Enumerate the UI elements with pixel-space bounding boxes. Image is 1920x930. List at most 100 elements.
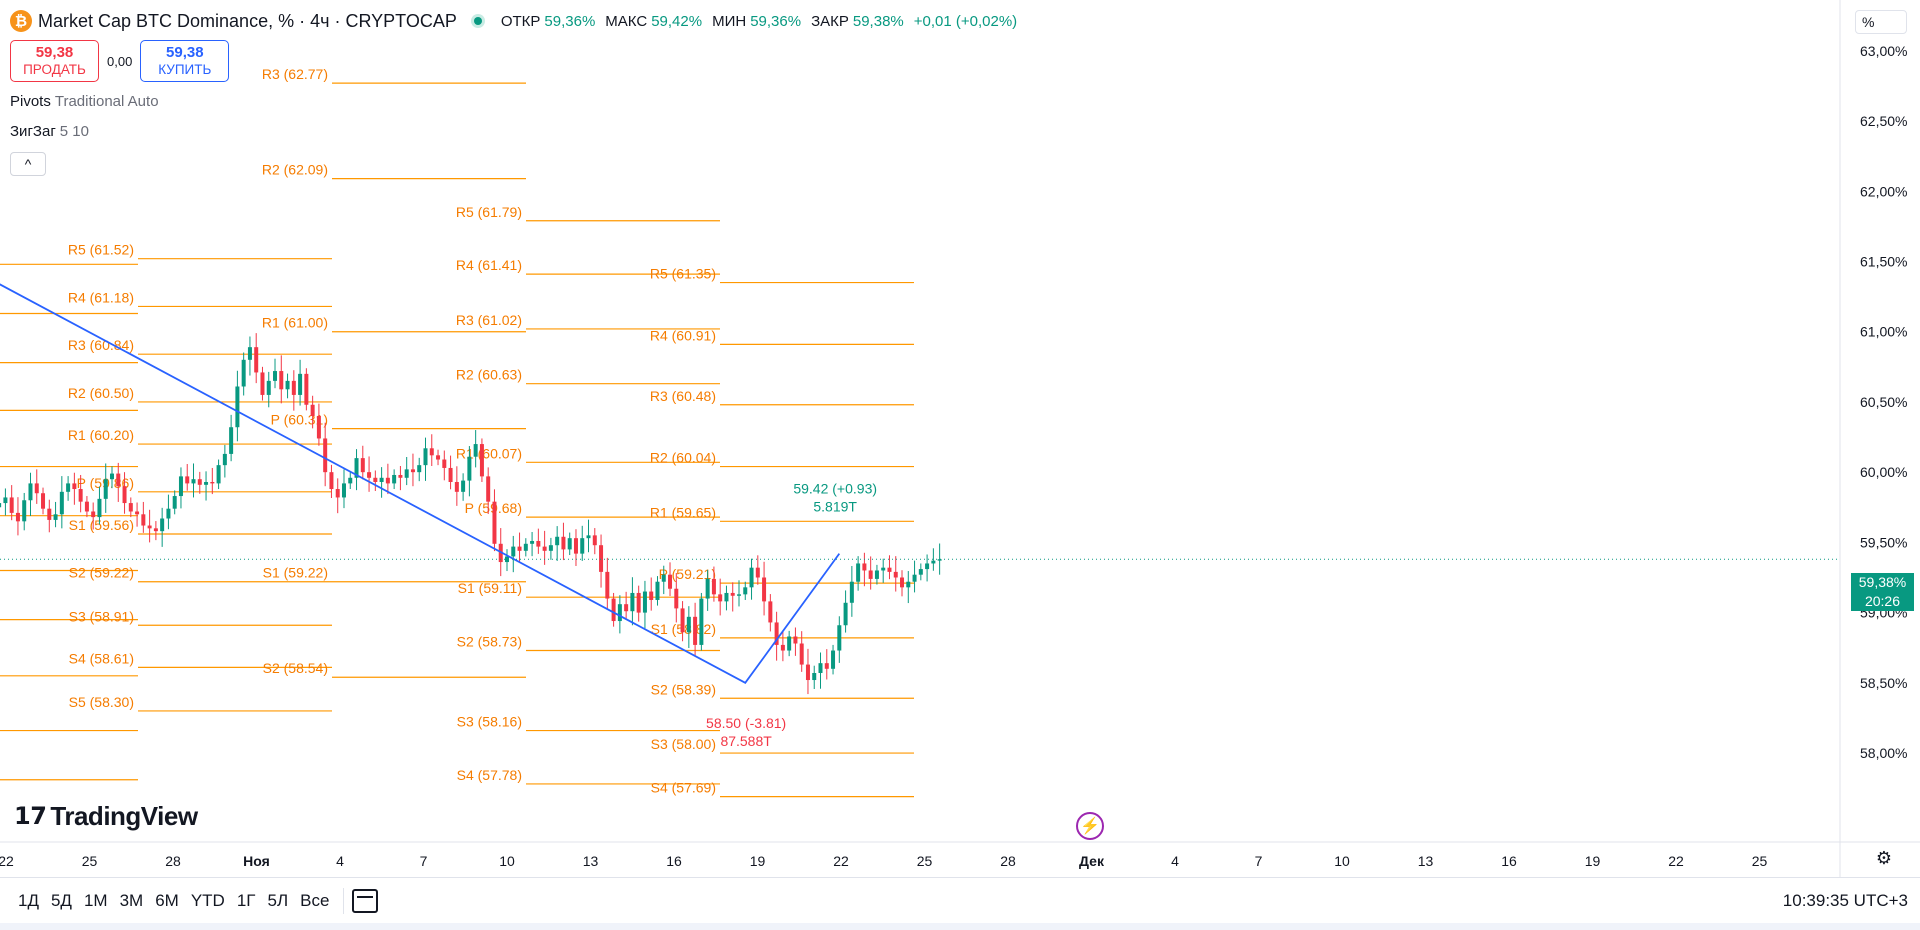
range-3m-button[interactable]: 3М — [119, 890, 144, 910]
candle-body — [473, 444, 478, 457]
candle-body — [461, 480, 466, 492]
candle-body — [235, 386, 240, 428]
ohlc-low-label: МИН — [712, 12, 747, 30]
ohlc-close-value: 59,38% — [852, 12, 904, 30]
candle-body — [454, 481, 459, 492]
sell-label: ПРОДАТЬ — [23, 62, 86, 77]
candle-body — [28, 483, 33, 501]
candle-body — [429, 448, 434, 456]
range-6m-button[interactable]: 6М — [155, 890, 179, 910]
bitcoin-logo-icon: ₿ — [10, 10, 32, 32]
pivot-label: S1 (59.56) — [69, 517, 134, 533]
chevron-up-icon: ^ — [24, 156, 32, 172]
pivot-label: P (59.21) — [659, 566, 716, 582]
candle-body — [109, 473, 114, 480]
candle-body — [222, 453, 227, 466]
x-tick-label: 4 — [336, 853, 344, 869]
market-status-icon[interactable] — [470, 14, 485, 28]
pivot-label: S3 (58.16) — [457, 714, 522, 730]
y-tick-label: 58,50% — [1860, 675, 1907, 691]
candle-body — [724, 592, 729, 602]
price-chart[interactable]: R5 (61.48)R4 (61.13)R3 (60.78)R2 (60.44)… — [0, 0, 1920, 877]
indicator-legend-pivots[interactable]: Pivots Traditional Auto — [10, 93, 159, 110]
candle-body — [166, 508, 171, 519]
tradingview-logo[interactable]: 𝟭𝟳 TradingView — [14, 801, 198, 832]
candle-body — [128, 503, 133, 512]
bar-countdown: 20:26 — [1864, 593, 1901, 609]
pivot-label: S2 (58.73) — [457, 634, 522, 650]
candle-body — [743, 587, 748, 595]
candle-body — [417, 465, 422, 473]
ohlc-change: +0,01 (+0,02%) — [913, 12, 1018, 30]
candle-body — [241, 359, 246, 387]
x-tick-label: 28 — [1000, 853, 1016, 869]
x-tick-label: 25 — [82, 853, 98, 869]
candle-body — [856, 563, 861, 582]
range-1d-button[interactable]: 1Д — [18, 890, 39, 910]
indicator-legend-zigzag[interactable]: ЗигЗаг 5 10 — [10, 123, 89, 140]
percent-scale-toggle[interactable]: % — [1855, 10, 1907, 34]
collapse-legend-button[interactable]: ^ — [10, 152, 46, 176]
indicator-name: ЗигЗаг — [10, 123, 56, 140]
lightning-icon[interactable]: ⚡ — [1076, 812, 1104, 840]
gear-icon[interactable]: ⚙ — [1875, 847, 1893, 868]
symbol-header: ₿ Market Cap BTC Dominance, % · 4ч · CRY… — [10, 9, 1023, 33]
range-5y-button[interactable]: 5Л — [267, 890, 289, 910]
candle-body — [373, 477, 378, 482]
candle-body — [467, 456, 472, 481]
x-tick-label: 25 — [1752, 853, 1768, 869]
tradingview-wordmark: TradingView — [50, 801, 198, 831]
x-tick-label: Дек — [1079, 853, 1105, 869]
footer-strip — [0, 923, 1920, 930]
clock-timezone[interactable]: 10:39:35 UTC+3 — [1782, 890, 1908, 910]
zigzag-high-volume: 5.819T — [813, 499, 857, 515]
sell-price: 59,38 — [35, 44, 74, 61]
pivot-label: R5 (61.52) — [68, 242, 134, 258]
candle-body — [586, 535, 591, 539]
candle-body — [266, 380, 271, 395]
candle-body — [442, 459, 447, 468]
candle-body — [780, 644, 785, 651]
candle-body — [580, 538, 585, 554]
candle-body — [668, 574, 673, 589]
range-5d-button[interactable]: 5Д — [50, 890, 72, 910]
candle-body — [617, 604, 622, 622]
candle-body — [379, 477, 384, 482]
candle-body — [555, 536, 560, 546]
pivot-label: R4 (60.91) — [650, 327, 716, 343]
candle-body — [843, 602, 848, 626]
candle-body — [799, 643, 804, 665]
x-tick-label: 28 — [165, 853, 181, 869]
candle-body — [385, 477, 390, 484]
candle-body — [260, 372, 265, 395]
x-tick-label: 19 — [1585, 853, 1601, 869]
sell-button[interactable]: 59,38 ПРОДАТЬ — [10, 40, 99, 82]
candle-body — [210, 481, 215, 484]
candle-body — [824, 663, 829, 669]
candle-body — [279, 371, 284, 390]
pivot-label: R3 (62.77) — [262, 66, 328, 82]
pivot-label: R3 (60.48) — [650, 388, 716, 404]
zigzag-low-volume: 87.588T — [720, 733, 772, 749]
candle-body — [649, 591, 654, 600]
pivot-label: S2 (58.39) — [651, 681, 716, 697]
candle-body — [141, 514, 146, 526]
symbol-title[interactable]: Market Cap BTC Dominance, % · 4ч · CRYPT… — [38, 10, 457, 31]
x-tick-label: 4 — [1171, 853, 1179, 869]
y-tick-label: 61,00% — [1860, 324, 1907, 340]
candle-body — [630, 592, 635, 612]
candle-body — [185, 476, 190, 484]
candle-body — [705, 578, 710, 599]
candle-body — [787, 636, 792, 651]
buy-button[interactable]: 59,38 КУПИТЬ — [140, 40, 230, 82]
range-1y-button[interactable]: 1Г — [236, 890, 256, 910]
range-ytd-button[interactable]: YTD — [190, 890, 225, 910]
candle-body — [730, 592, 735, 596]
pivot-label: R1 (60.07) — [456, 445, 522, 461]
candle-body — [9, 497, 14, 513]
candle-body — [912, 574, 917, 582]
range-1m-button[interactable]: 1М — [83, 890, 108, 910]
candle-body — [868, 570, 873, 579]
range-all-button[interactable]: Все — [300, 890, 330, 910]
calendar-icon[interactable] — [352, 888, 379, 913]
